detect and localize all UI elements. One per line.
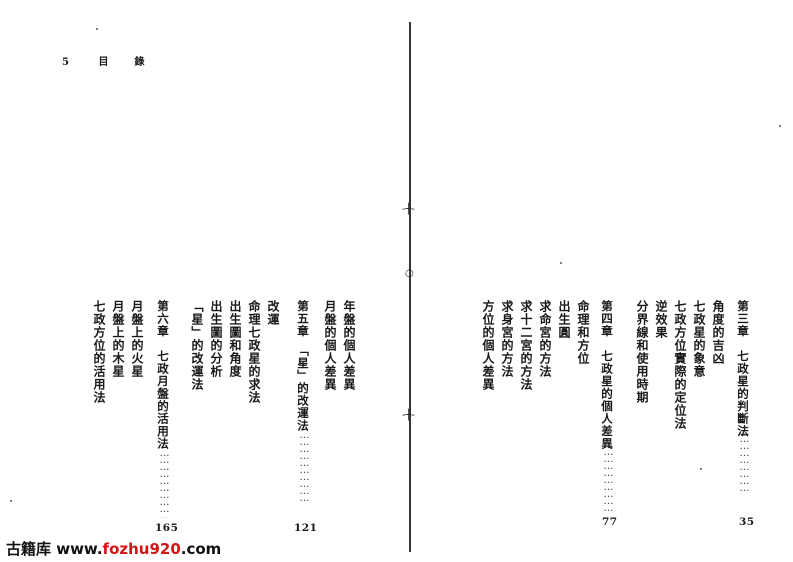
chapter-4-page: 77 bbox=[602, 516, 618, 528]
toc-item: 「星」的改運法 bbox=[190, 300, 204, 391]
scan-speck bbox=[779, 125, 781, 127]
chapter-5-page: 121 bbox=[294, 522, 318, 534]
spine-mark: ‑┼‑ bbox=[402, 410, 415, 421]
toc-item: 月盤上的木星 bbox=[111, 300, 125, 378]
toc-item: 命理和方位 bbox=[576, 300, 590, 365]
toc-item: 七政方位的活用法 bbox=[92, 300, 106, 404]
toc-item: 求命宮的方法 bbox=[538, 300, 552, 378]
binding-spine bbox=[409, 22, 411, 552]
scan-speck bbox=[10, 500, 12, 502]
toc-item: 命理七政星的求法 bbox=[247, 300, 261, 404]
toc-item: 七政星的象意 bbox=[692, 300, 706, 378]
leader-dots: ………………………… bbox=[299, 430, 309, 500]
toc-item: 求身宮的方法 bbox=[500, 300, 514, 378]
watermark-accent: fozhu920 bbox=[102, 540, 181, 558]
toc-item: 月盤上的火星 bbox=[130, 300, 144, 378]
leader-dots: ………………………… bbox=[603, 440, 613, 510]
toc-item: 出生圖和角度 bbox=[228, 300, 242, 378]
page-header: 5 目 錄 bbox=[62, 53, 152, 68]
toc-item: 改運 bbox=[266, 300, 280, 326]
page-title: 目 錄 bbox=[98, 57, 153, 68]
scan-speck bbox=[560, 262, 562, 264]
toc-item: 求十二宮的方法 bbox=[519, 300, 533, 391]
chapter-6-heading: 第六章 七政月盤的活用法 bbox=[156, 300, 170, 450]
leader-dots: ………………………… bbox=[739, 420, 749, 490]
toc-item: 出生圓 bbox=[557, 300, 571, 339]
chapter-3-heading: 第三章 七政星的判斷法 bbox=[736, 300, 750, 438]
toc-item: 年盤的個人差異 bbox=[342, 300, 356, 391]
spine-mark: ○ bbox=[405, 268, 414, 279]
toc-item: 月盤的個人差異 bbox=[323, 300, 337, 391]
toc-item: 方位的個人差異 bbox=[481, 300, 495, 391]
toc-item: 分界線和使用時期 bbox=[635, 300, 649, 404]
site-watermark: 古籍库 www.fozhu920.com bbox=[6, 538, 221, 559]
watermark-suffix: .com bbox=[180, 540, 222, 558]
page-number: 5 bbox=[62, 57, 77, 68]
toc-item: 七政方位實際的定位法 bbox=[673, 300, 687, 430]
scan-speck bbox=[96, 28, 98, 30]
watermark-prefix: 古籍库 www. bbox=[6, 540, 103, 558]
toc-item: 逆效果 bbox=[654, 300, 668, 339]
toc-item: 角度的吉凶 bbox=[711, 300, 725, 365]
chapter-4-heading: 第四章 七政星的個人差異 bbox=[600, 300, 614, 450]
chapter-3-page: 35 bbox=[739, 516, 755, 528]
toc-item: 出生圖的分析 bbox=[209, 300, 223, 378]
leader-dots: ………………………… bbox=[159, 448, 169, 518]
spine-mark: ‑┼‑ bbox=[402, 204, 415, 215]
chapter-6-page: 165 bbox=[155, 522, 179, 534]
scan-speck bbox=[700, 468, 702, 470]
chapter-5-heading: 第五章 「星」的改運法 bbox=[296, 300, 310, 432]
